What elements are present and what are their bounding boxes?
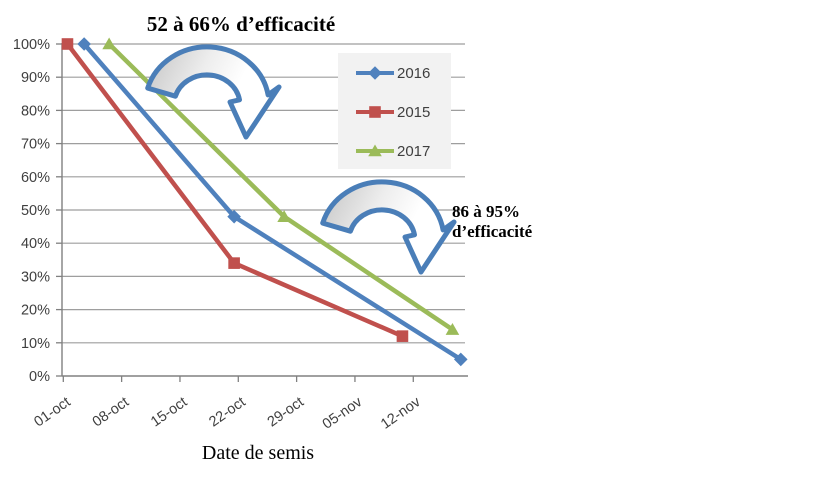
- annotation-top: 52 à 66% d’efficacité: [147, 12, 335, 36]
- y-tick-label: 90%: [21, 70, 50, 86]
- legend-label: 2016: [397, 65, 430, 82]
- square-marker-icon: [369, 106, 381, 118]
- legend-item-2016: 2016: [356, 65, 430, 82]
- x-tick-label: 01-oct: [31, 394, 73, 430]
- x-axis-labels: 01-oct 08-oct 15-oct 22-oct 29-oct 05-nov 12-n…: [31, 394, 424, 433]
- series-2017: [102, 37, 460, 335]
- y-tick-label: 80%: [21, 103, 50, 119]
- triangle-marker-icon: [368, 144, 382, 157]
- square-marker-icon: [228, 257, 240, 269]
- legend-item-2017: 2017: [356, 143, 430, 160]
- legend: 2016 2015 2017: [338, 53, 451, 169]
- triangle-marker-icon: [102, 37, 116, 50]
- legend-box: [338, 53, 451, 169]
- y-tick-label: 40%: [21, 236, 50, 252]
- y-tick-label: 60%: [21, 170, 50, 186]
- y-tick-label: 10%: [21, 336, 50, 352]
- y-tick-label: 70%: [21, 137, 50, 153]
- series-2016: [77, 37, 468, 367]
- y-tick-label: 20%: [21, 303, 50, 319]
- triangle-marker-icon: [277, 210, 291, 222]
- x-tick-label: 08-oct: [90, 394, 132, 430]
- x-tick-label: 29-oct: [265, 394, 307, 430]
- legend-item-2015: 2015: [356, 104, 430, 121]
- diamond-marker-icon: [77, 37, 91, 51]
- y-tick-label: 100%: [13, 37, 50, 53]
- series-lines: [61, 37, 468, 367]
- series-2015: [61, 38, 409, 342]
- curved-arrow-top-icon: [145, 44, 282, 140]
- x-tick-label: 15-oct: [148, 394, 190, 430]
- x-tick-label: 05-nov: [320, 394, 366, 433]
- x-tick-label: 12-nov: [378, 394, 424, 433]
- square-marker-icon: [396, 330, 409, 342]
- legend-label: 2015: [397, 104, 430, 121]
- axes: [56, 43, 468, 382]
- x-tick-label: 22-oct: [206, 394, 248, 430]
- diamond-marker-icon: [368, 66, 382, 80]
- x-axis-title: Date de semis: [202, 442, 314, 464]
- annotation-right-line2: d’efficacité: [452, 222, 533, 241]
- square-marker-icon: [61, 38, 74, 50]
- y-tick-label: 30%: [21, 269, 50, 285]
- annotation-right-line1: 86 à 95%: [452, 202, 520, 221]
- diamond-marker-icon: [227, 209, 241, 224]
- triangle-marker-icon: [445, 323, 460, 335]
- legend-label: 2017: [397, 143, 430, 160]
- y-axis-labels: 0% 10% 20% 30% 40% 50% 60% 70% 80% 90% 100%: [13, 37, 50, 385]
- curved-arrow-right-icon: [323, 182, 454, 272]
- diamond-marker-icon: [453, 352, 468, 367]
- y-tick-label: 0%: [29, 369, 50, 385]
- y-tick-label: 50%: [21, 203, 50, 219]
